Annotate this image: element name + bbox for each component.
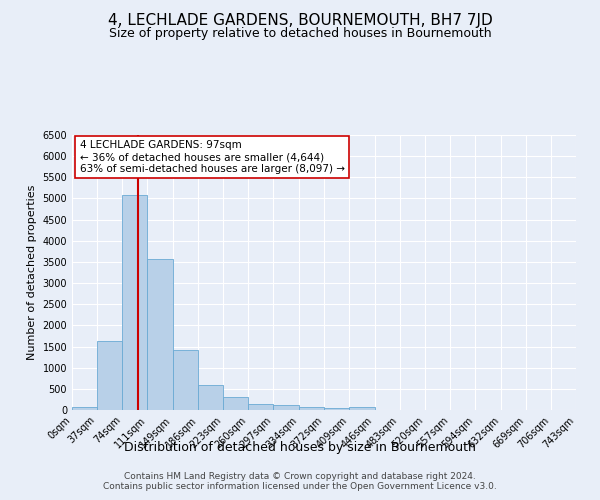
Bar (223, 398, 248, 410)
Bar (349, 408, 374, 410)
Text: Contains HM Land Registry data © Crown copyright and database right 2024.: Contains HM Land Registry data © Crown c… (124, 472, 476, 481)
Text: 4 LECHLADE GARDENS: 97sqm
← 36% of detached houses are smaller (4,644)
63% of se: 4 LECHLADE GARDENS: 97sqm ← 36% of detac… (80, 140, 344, 173)
Bar (325, 408, 349, 410)
Bar (97, 341, 122, 410)
Bar (274, 406, 299, 410)
Bar (122, 195, 147, 410)
Bar (198, 386, 223, 410)
Bar (173, 350, 198, 410)
Text: Size of property relative to detached houses in Bournemouth: Size of property relative to detached ho… (109, 28, 491, 40)
Text: Contains public sector information licensed under the Open Government Licence v3: Contains public sector information licen… (103, 482, 497, 491)
Bar (147, 258, 173, 410)
Bar (248, 404, 274, 410)
Bar (299, 406, 325, 410)
Y-axis label: Number of detached properties: Number of detached properties (27, 185, 37, 360)
Bar (72, 408, 97, 410)
Text: Distribution of detached houses by size in Bournemouth: Distribution of detached houses by size … (124, 441, 476, 454)
Text: 4, LECHLADE GARDENS, BOURNEMOUTH, BH7 7JD: 4, LECHLADE GARDENS, BOURNEMOUTH, BH7 7J… (107, 12, 493, 28)
